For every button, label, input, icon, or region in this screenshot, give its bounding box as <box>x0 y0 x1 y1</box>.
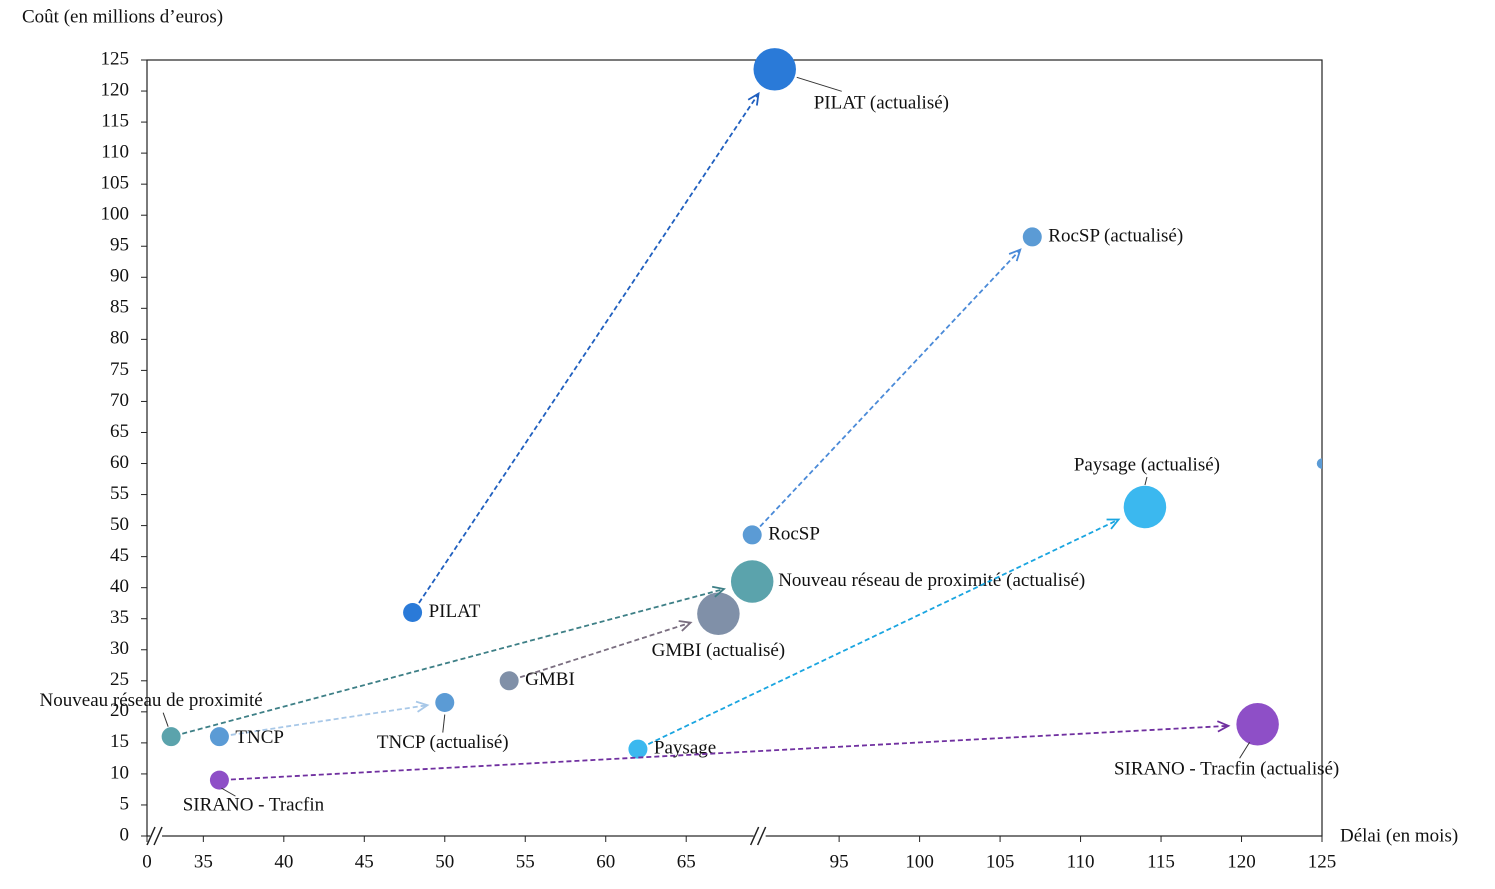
y-tick-label: 15 <box>110 731 129 752</box>
y-tick-label: 105 <box>101 173 130 194</box>
point-label: Nouveau réseau de proximité (actualisé) <box>778 570 1085 591</box>
x-tick-label: 40 <box>274 851 293 872</box>
leader-line <box>221 787 236 797</box>
bubble <box>1022 227 1042 247</box>
arrow <box>647 518 1119 745</box>
bubble <box>499 671 519 691</box>
bubble <box>161 727 181 747</box>
bubble <box>1316 458 1322 469</box>
arrow <box>230 724 1229 781</box>
arrow <box>519 621 691 679</box>
bubble <box>209 727 229 747</box>
x-tick-label: 0 <box>142 851 152 872</box>
x-tick-label: 65 <box>677 851 696 872</box>
y-tick-label: 40 <box>110 576 129 597</box>
bubble <box>209 770 229 790</box>
point-label: TNCP (actualisé) <box>377 732 509 753</box>
y-tick-label: 125 <box>101 48 130 69</box>
y-tick-label: 5 <box>120 793 130 814</box>
arrow-head <box>1216 720 1231 733</box>
point-label: RocSP (actualisé) <box>1048 225 1183 246</box>
point-label: GMBI <box>525 669 575 690</box>
y-tick-label: 110 <box>101 141 129 162</box>
leader-line <box>442 714 446 733</box>
arrow-head <box>678 620 693 632</box>
y-tick-label: 55 <box>110 483 129 504</box>
point-label: SIRANO - Tracfin (actualisé) <box>1114 759 1339 780</box>
y-tick-label: 115 <box>101 110 129 131</box>
arrow <box>759 249 1021 528</box>
arrow <box>230 704 428 736</box>
y-tick-label: 25 <box>110 669 129 690</box>
arrow <box>418 93 760 604</box>
y-tick-label: 85 <box>110 297 129 318</box>
bubble <box>435 693 455 713</box>
y-axis-title: Coût (en millions d’euros) <box>22 6 223 27</box>
point-label: PILAT (actualisé) <box>814 93 949 114</box>
y-tick-label: 75 <box>110 359 129 380</box>
point-label: PILAT <box>429 601 481 622</box>
y-tick-label: 10 <box>110 762 129 783</box>
y-tick-label: 65 <box>110 421 129 442</box>
point-label: Paysage <box>654 737 716 758</box>
y-tick-label: 90 <box>110 266 129 287</box>
x-tick-label: 115 <box>1147 851 1175 872</box>
x-axis-title: Délai (en mois) <box>1340 825 1458 846</box>
axis-break-mark <box>146 826 156 846</box>
x-tick-label: 35 <box>194 851 213 872</box>
leader-line <box>1144 476 1148 486</box>
point-label: Paysage (actualisé) <box>1074 454 1220 475</box>
x-tick-label: 55 <box>516 851 535 872</box>
point-label: SIRANO - Tracfin <box>183 794 325 815</box>
x-tick-label: 60 <box>596 851 615 872</box>
x-tick-label: 100 <box>905 851 934 872</box>
bubble <box>697 592 740 635</box>
y-tick-label: 20 <box>110 700 129 721</box>
plot-frame <box>146 59 1323 837</box>
bubble <box>1236 703 1279 746</box>
bubble <box>742 525 762 545</box>
x-tick-label: 45 <box>355 851 374 872</box>
y-tick-label: 95 <box>110 235 129 256</box>
arrow <box>182 588 725 735</box>
arrow-head <box>1106 518 1121 530</box>
x-tick-label: 120 <box>1227 851 1256 872</box>
axis-break-mark <box>749 826 760 846</box>
y-tick-label: 80 <box>110 328 129 349</box>
bubble <box>628 739 648 759</box>
leader-line <box>796 76 842 92</box>
x-tick-label: 95 <box>830 851 849 872</box>
y-tick-label: 60 <box>110 452 129 473</box>
bubble <box>730 560 774 603</box>
point-label: TNCP <box>235 727 284 748</box>
point-label: RocSP <box>768 523 820 544</box>
point-label: GMBI (actualisé) <box>652 640 785 661</box>
y-tick-label: 45 <box>110 545 129 566</box>
x-tick-label: 125 <box>1308 851 1337 872</box>
bubble <box>1123 485 1167 529</box>
axis-break-mark <box>756 826 767 846</box>
x-tick-label: 50 <box>435 851 454 872</box>
arrow-head <box>747 91 760 106</box>
y-tick-label: 120 <box>101 79 130 100</box>
axis-break-mark <box>153 826 163 846</box>
arrow-head <box>415 700 430 713</box>
x-tick-label: 105 <box>986 851 1015 872</box>
y-tick-label: 0 <box>120 824 130 845</box>
leader-line <box>1239 741 1251 759</box>
y-tick-label: 70 <box>110 390 129 411</box>
y-tick-label: 30 <box>110 638 129 659</box>
y-tick-label: 50 <box>110 514 129 535</box>
leader-line <box>162 712 169 727</box>
arrow-head <box>711 585 726 598</box>
bubble <box>753 48 796 91</box>
point-label: Nouveau réseau de proximité <box>40 690 263 711</box>
bubble <box>403 603 423 623</box>
y-tick-label: 35 <box>110 607 129 628</box>
x-tick-label: 110 <box>1067 851 1095 872</box>
y-tick-label: 100 <box>101 204 130 225</box>
arrow-head <box>1008 248 1022 262</box>
